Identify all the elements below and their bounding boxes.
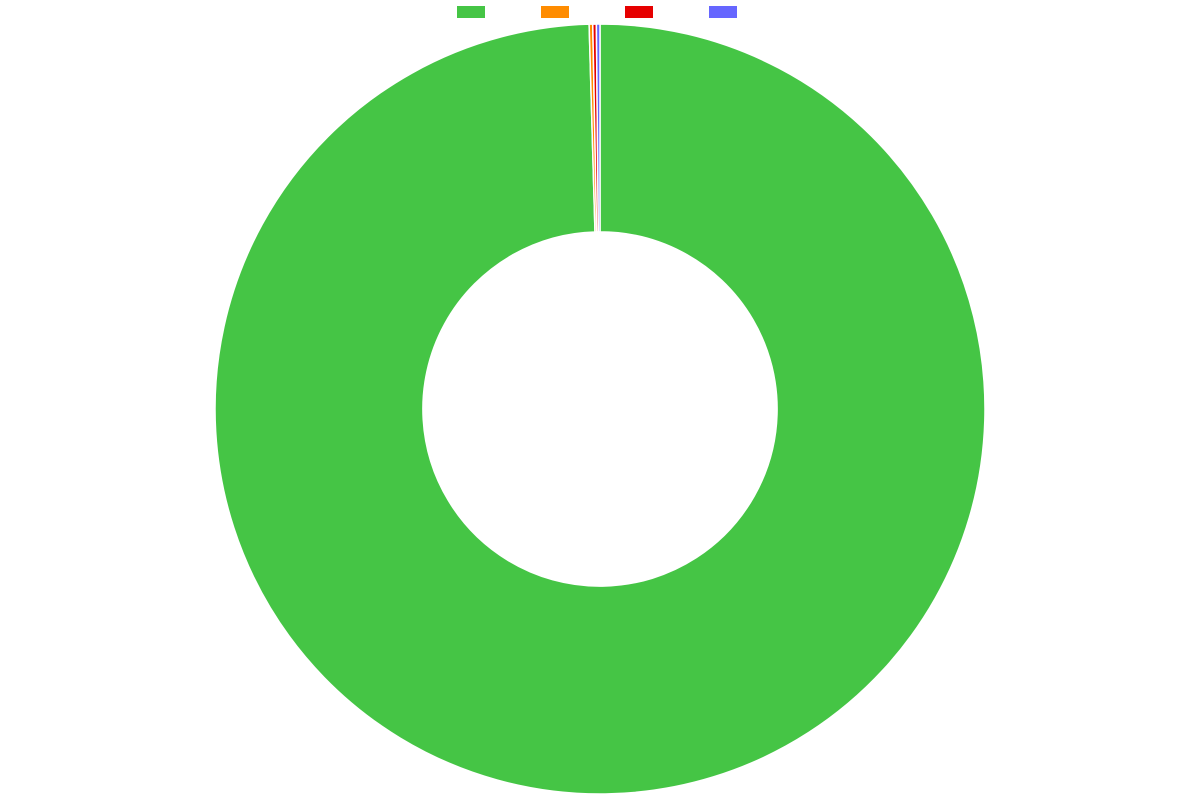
chart-container xyxy=(0,0,1200,800)
donut-chart xyxy=(213,22,987,796)
legend-item[interactable] xyxy=(457,6,491,18)
legend-swatch xyxy=(541,6,569,18)
legend-swatch xyxy=(457,6,485,18)
legend-swatch xyxy=(709,6,737,18)
legend-item[interactable] xyxy=(541,6,575,18)
legend-item[interactable] xyxy=(709,6,743,18)
legend xyxy=(0,6,1200,18)
legend-item[interactable] xyxy=(625,6,659,18)
legend-swatch xyxy=(625,6,653,18)
